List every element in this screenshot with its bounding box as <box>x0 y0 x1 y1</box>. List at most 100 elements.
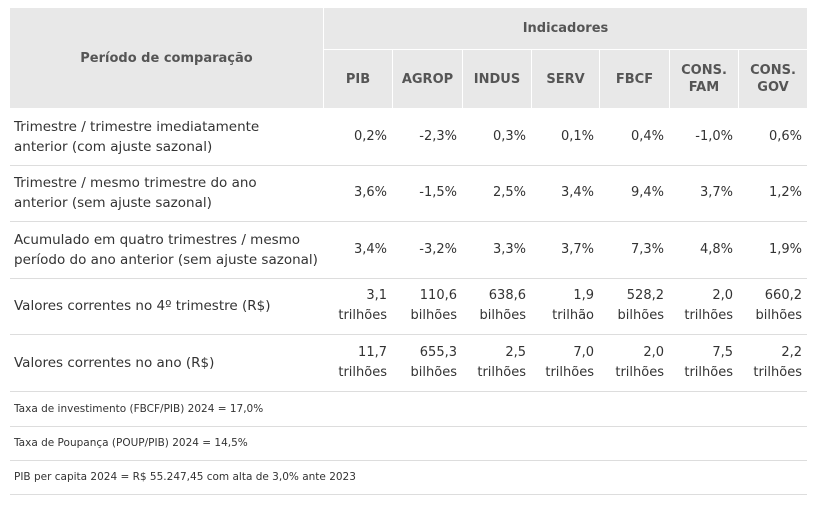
label-line: período do ano anterior (sem ajuste sazo… <box>14 251 318 268</box>
cell: 3,7% <box>669 165 733 221</box>
cell-line: 3,7% <box>560 241 594 257</box>
cell: 3,6% <box>323 165 387 221</box>
header-group: Indicadores <box>324 8 807 49</box>
cell-line: 1,9 <box>573 288 594 303</box>
cell: 655,3 bilhões <box>392 334 457 391</box>
cell: 3,4% <box>323 221 387 278</box>
cell-line: trilhões <box>477 364 526 380</box>
cell-line: 2,0 <box>712 288 733 303</box>
label-line: anterior (com ajuste sazonal) <box>14 138 213 155</box>
cell: 2,0 trilhões <box>669 278 733 334</box>
cell-line: 3,3% <box>492 241 526 257</box>
header-text: CONS. <box>681 63 727 78</box>
cell-line: trilhões <box>753 364 802 380</box>
cell-line: 3,7% <box>699 185 733 200</box>
cell-line: trilhões <box>615 364 664 380</box>
label-line: Trimestre / mesmo trimestre do ano <box>14 175 257 191</box>
cell-line: trilhão <box>552 308 594 323</box>
cell-line: 528,2 <box>626 288 664 303</box>
cell-line: 0,3% <box>492 128 526 144</box>
cell-line: 2,5 <box>505 344 526 360</box>
cell: 9,4% <box>599 165 664 221</box>
note: Taxa de investimento (FBCF/PIB) 2024 = 1… <box>10 391 807 426</box>
cell-line: 7,5 <box>712 344 733 360</box>
header-cell: FBCF <box>600 50 669 108</box>
cell: 11,7 trilhões <box>323 334 387 391</box>
cell-line: 110,6 <box>419 288 457 303</box>
cell: 3,7% <box>531 221 594 278</box>
note-text: Taxa de investimento (FBCF/PIB) 2024 = 1… <box>14 402 264 415</box>
header-cell: SERV <box>532 50 599 108</box>
row-divider <box>10 165 807 166</box>
header-text: Período de comparação <box>80 50 253 66</box>
cell: 4,8% <box>669 221 733 278</box>
cell: 2,0 trilhões <box>599 334 664 391</box>
cell-line: 2,5% <box>492 185 526 200</box>
cell: 0,4% <box>599 108 664 165</box>
cell-line: 3,4% <box>560 185 594 200</box>
header-cell: AGROP <box>393 50 462 108</box>
header-text: INDUS <box>473 71 521 87</box>
header-cell: PIB <box>324 50 392 108</box>
cell-line: 7,3% <box>630 241 664 257</box>
cell: -3,2% <box>392 221 457 278</box>
row-label: Trimestre / trimestre imediatamente anter… <box>14 108 319 165</box>
cell-line: 1,2% <box>768 185 802 200</box>
cell-line: bilhões <box>755 308 802 323</box>
cell-line: bilhões <box>410 364 457 380</box>
cell: 7,5 trilhões <box>669 334 733 391</box>
cell-line: 0,6% <box>768 128 802 144</box>
label-line: Valores correntes no 4º trimestre (R$) <box>14 298 271 314</box>
label-line: anterior (sem ajuste sazonal) <box>14 195 212 211</box>
row-divider <box>10 221 807 222</box>
cell-line: 2,0 <box>643 344 664 360</box>
row-divider <box>10 334 807 335</box>
cell-line: 655,3 <box>419 344 457 360</box>
header-cell: CONS. FAM <box>670 50 738 108</box>
cell-line: -3,2% <box>419 241 457 257</box>
cell: 0,6% <box>738 108 802 165</box>
cell: 0,3% <box>462 108 526 165</box>
cell: 0,2% <box>323 108 387 165</box>
cell-line: 638,6 <box>488 288 526 303</box>
header-text: Indicadores <box>522 21 609 36</box>
cell: 638,6 bilhões <box>462 278 526 334</box>
cell-line: bilhões <box>617 308 664 323</box>
header-text: AGROP <box>401 71 454 87</box>
header-text: FAM <box>688 80 720 95</box>
header-text: CONS. <box>750 63 796 78</box>
cell: 1,9 trilhão <box>531 278 594 334</box>
cell: 660,2 bilhões <box>738 278 802 334</box>
cell-line: bilhões <box>479 308 526 323</box>
cell-line: bilhões <box>410 308 457 323</box>
header-text: FBCF <box>615 71 654 87</box>
note: PIB per capita 2024 = R$ 55.247,45 com a… <box>10 460 807 494</box>
cell-line: 2,2 <box>781 344 802 360</box>
cell-line: trilhões <box>684 364 733 380</box>
row-divider <box>10 278 807 279</box>
cell: -1,0% <box>669 108 733 165</box>
cell-line: trilhões <box>338 308 387 323</box>
header-text: GOV <box>757 80 789 95</box>
row-label: Trimestre / mesmo trimestre do ano anteri… <box>14 165 319 221</box>
cell-line: 3,1 <box>366 288 387 303</box>
cell-line: trilhões <box>338 364 387 380</box>
cell-line: 660,2 <box>764 288 802 303</box>
cell: 3,3% <box>462 221 526 278</box>
header-cell: INDUS <box>463 50 531 108</box>
row-divider <box>10 494 807 495</box>
row-label: Valores correntes no ano (R$) <box>14 334 319 391</box>
label-line: Acumulado em quatro trimestres / mesmo <box>14 231 301 248</box>
header-cell: CONS. GOV <box>739 50 807 108</box>
cell: 7,0 trilhões <box>531 334 594 391</box>
cell-line: 7,0 <box>573 344 594 360</box>
cell-line: 0,4% <box>630 128 664 144</box>
cell-line: -1,0% <box>695 128 733 144</box>
cell: 2,5% <box>462 165 526 221</box>
cell: 528,2 bilhões <box>599 278 664 334</box>
header-text: PIB <box>345 71 371 87</box>
cell: 7,3% <box>599 221 664 278</box>
note: Taxa de Poupança (POUP/PIB) 2024 = 14,5% <box>10 426 807 460</box>
cell: -1,5% <box>392 165 457 221</box>
